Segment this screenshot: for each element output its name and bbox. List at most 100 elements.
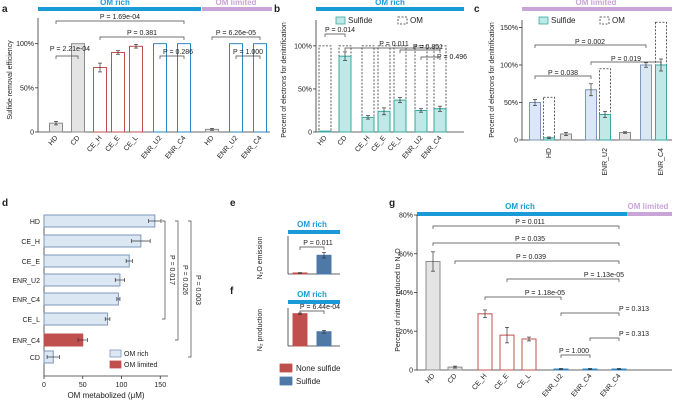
p-value-label: P = 1.69e-04 (100, 14, 140, 21)
p-value-label: P = 0.011 (515, 219, 545, 226)
b-y-axis-label: Percent of electrons for denitrification (281, 22, 288, 138)
d-x-tick-label: 100 (116, 382, 128, 389)
b-legend-swatch-sulfide (335, 16, 346, 25)
d-legend-swatch-limited (109, 360, 122, 369)
p-value-label: P = 1.13e-05 (584, 272, 624, 279)
b-bracket (324, 33, 346, 37)
p-value-label: P = 0.011 (379, 41, 409, 48)
a-bar-CE_L (129, 45, 143, 133)
b-bar-sulfide (318, 130, 332, 133)
c-bar-lightblue (640, 64, 652, 141)
header-om-limited-text: OM limited (216, 0, 257, 7)
d-y-tick-label: CE_E (22, 259, 41, 266)
c-y-tick-label: 100% (500, 63, 518, 70)
f-bar-Sulfide (316, 331, 332, 347)
a-x-tick-label: CE_L (123, 135, 140, 153)
g-x-tick-label: CD (447, 373, 459, 385)
d-legend-om-limited: OM limited (124, 362, 158, 369)
d-bar-ENR_C4 (43, 333, 84, 347)
d-x-tick-label: 0 (42, 382, 46, 389)
a-bar-ENR_U2 (153, 43, 167, 133)
p-value-label: P = 0.496 (437, 54, 467, 61)
d-legend-om-rich: OM rich (124, 351, 149, 358)
g-bar-HD (425, 261, 441, 371)
e-y-axis-label: N₂O emission (257, 237, 264, 280)
a-x-tick-label: CE_E (104, 135, 121, 154)
a-bar-CD (71, 43, 85, 133)
g-bracket (484, 296, 562, 300)
g-x-tick-label: ENR_C4 (599, 373, 622, 399)
p-value-label: P = 0.003 (194, 275, 201, 305)
b-x-tick-label: CE_L (387, 135, 404, 153)
g-x-tick-label: ENR_U2 (541, 373, 564, 399)
g-y-tick-label: 80% (399, 213, 413, 220)
a-bar-ENR_C4 (253, 43, 267, 133)
b-x-tick-label: HD (317, 135, 329, 147)
p-value-label: P = 0.851 (413, 44, 443, 51)
g-y-tick-label: 40% (399, 290, 413, 297)
c-y-tick-label: 150% (500, 25, 518, 32)
g-header-rich: OM rich (505, 202, 535, 211)
g-x-tick-label: CE_E (493, 373, 510, 392)
p-value-label: P = 0.026 (181, 265, 188, 295)
d-bar-CE_H (43, 234, 142, 248)
b-bar-sulfide (338, 55, 352, 133)
d-bracket (188, 220, 192, 358)
g-bracket (454, 260, 620, 264)
header-om-rich-text: OM rich (100, 0, 130, 7)
b-bar-sulfide (433, 108, 447, 133)
c-x-tick-label: ENR_U2 (602, 148, 609, 176)
a-y-tick-label: 0 (30, 130, 34, 137)
header-bar-om-rich (316, 7, 464, 11)
p-value-label: P = 0.002 (575, 39, 605, 46)
d-bar-CE_E (43, 254, 130, 268)
c-x-tick-label: ENR_C4 (658, 148, 665, 176)
a-bracket (159, 55, 185, 59)
header-bar-om-rich (288, 300, 340, 304)
d-legend-swatch-rich (109, 349, 122, 358)
c-bar-lightblue (585, 89, 597, 141)
c-legend-swatch-sulfide (538, 16, 549, 25)
a-bracket (235, 55, 261, 59)
g-bracket (432, 225, 620, 229)
b-x-tick-label: ENR_C4 (420, 135, 443, 161)
d-y-tick-label: ENR_C4 (12, 338, 40, 345)
a-bracket (55, 55, 79, 59)
c-y-tick-label: 50% (504, 100, 518, 107)
c-legend-swatch-om (599, 16, 610, 25)
b-bracket (420, 56, 441, 60)
header-bar-om-rich (38, 7, 201, 11)
panel-label-d: d (2, 198, 8, 209)
a-x-tick-label: ENR_C4 (164, 135, 187, 161)
b-bar-sulfide (393, 99, 407, 133)
p-value-label: P = 0.313 (619, 331, 649, 338)
header-bar-om-limited (522, 7, 672, 11)
b-bar-om (318, 45, 332, 133)
c-bar-om (543, 96, 555, 141)
b-legend-sulfide: Sulfide (348, 16, 373, 25)
c-bracket (590, 61, 662, 65)
f-legend-sulfide: Sulfide (296, 377, 321, 386)
c-bracket (534, 75, 592, 79)
d-bracket (175, 220, 179, 341)
b-x-tick-label: CE_H (354, 135, 371, 154)
e-bracket (299, 246, 325, 250)
a-x-tick-label: CE_H (86, 135, 103, 154)
g-bracket (589, 337, 620, 341)
d-x-tick-label: 150 (154, 382, 166, 389)
c-legend-sulfide: Sulfide (551, 16, 576, 25)
p-value-label: P = 6.26e-05 (216, 30, 256, 37)
c-bar-gray (619, 132, 631, 141)
c-y-axis-label: Percent of electrons for denitrification (489, 22, 496, 138)
b-legend-swatch-om (397, 16, 408, 25)
g-x-tick-label: HD (425, 373, 437, 385)
b-bracket (344, 47, 441, 51)
p-value-label: P = 0.038 (548, 70, 578, 77)
d-y-tick-label: CE_H (21, 239, 40, 246)
panel-label-c: c (474, 4, 480, 15)
a-bracket (55, 20, 185, 24)
f-bar-None sulfide (292, 313, 308, 347)
p-value-label: P = 0.014 (325, 27, 355, 34)
p-value-label: P = 2.21e-04 (50, 46, 90, 53)
